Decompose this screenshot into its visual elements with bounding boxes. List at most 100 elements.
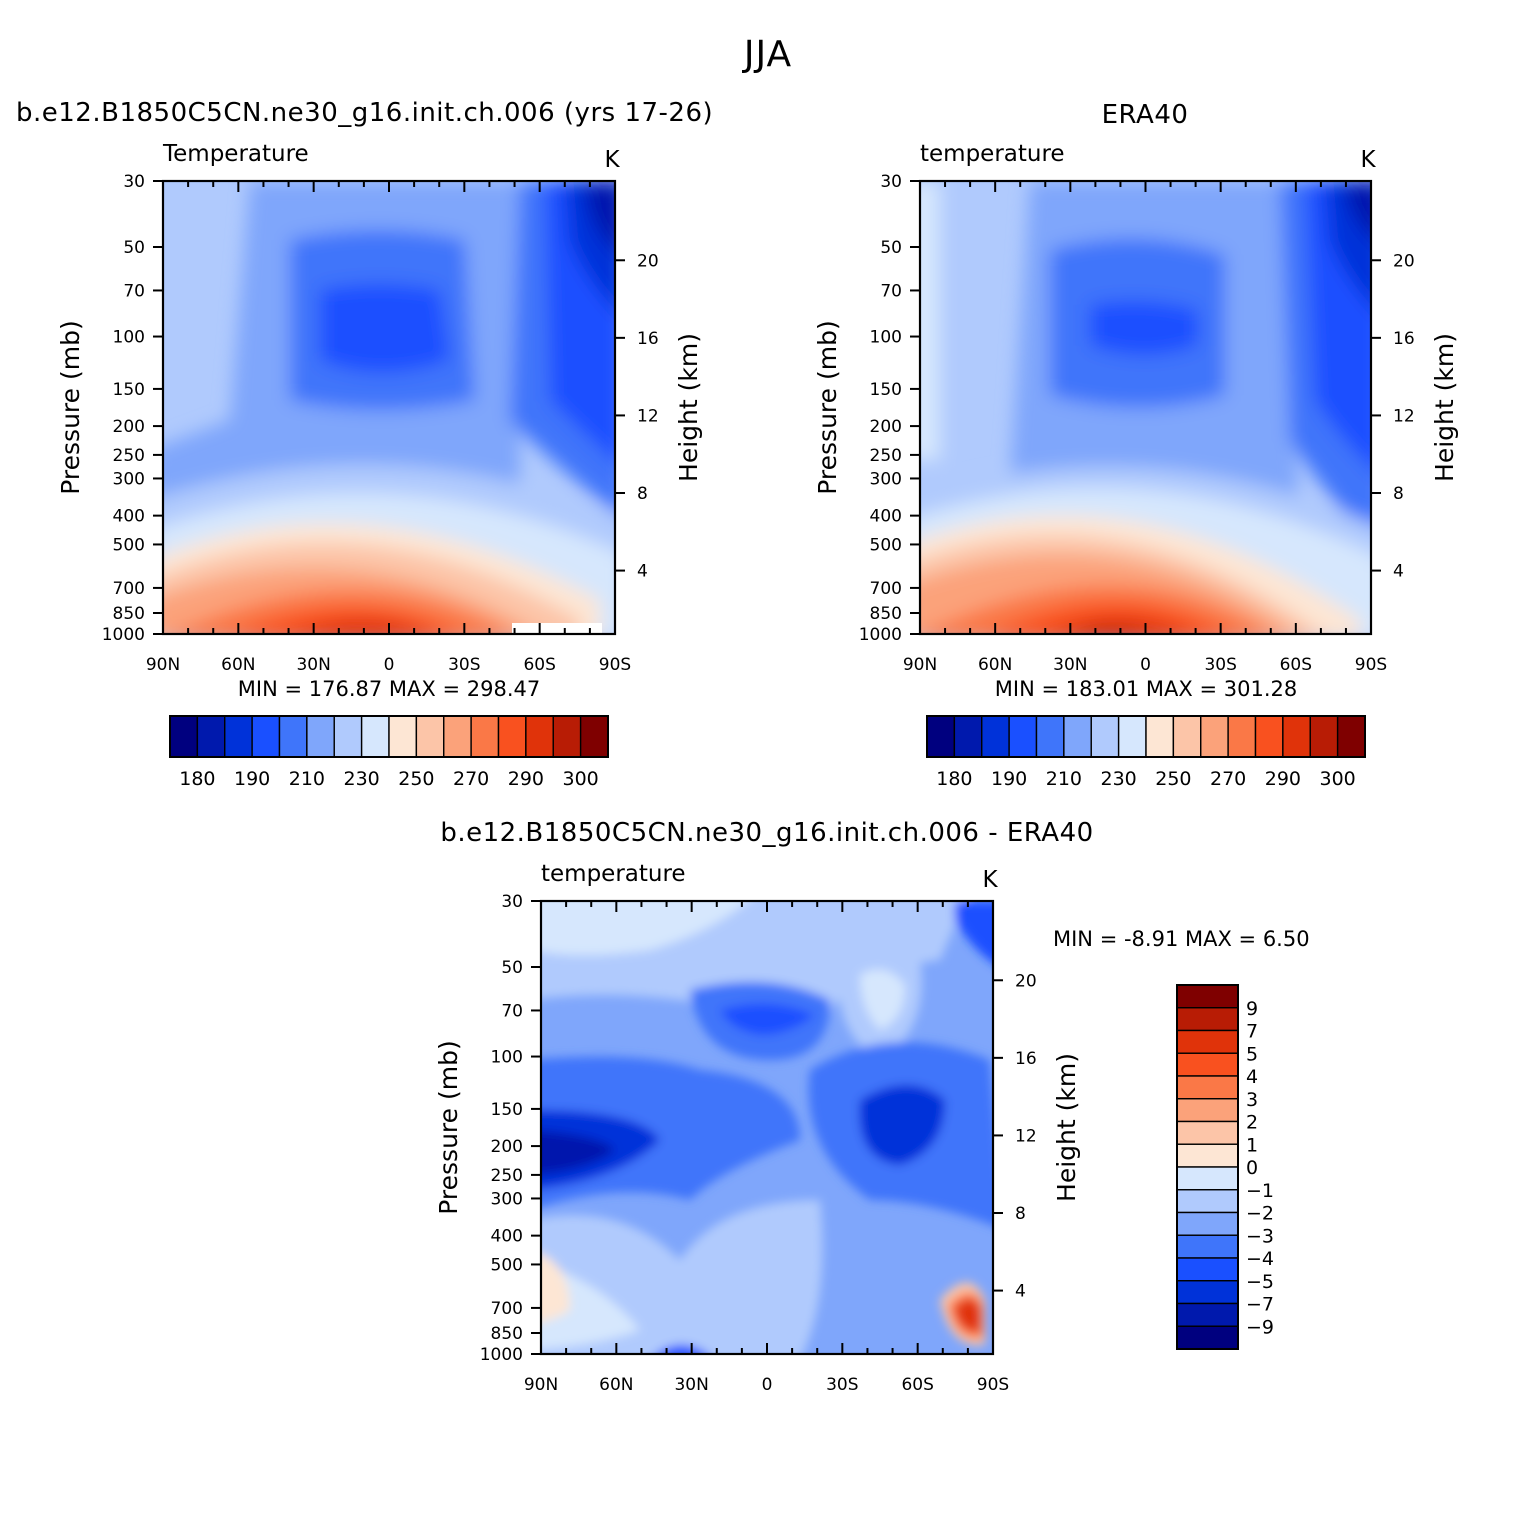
max-label: MAX =: [382, 677, 467, 701]
y-tick-label: 500: [113, 535, 145, 555]
colorbar-label: 290: [508, 768, 544, 790]
y-tick-label: 400: [113, 507, 145, 527]
colorbar-label: 210: [1046, 768, 1082, 790]
min-value: 176.87: [309, 677, 382, 701]
y-tick-label: 250: [113, 446, 145, 466]
colorbar-label: 190: [234, 768, 270, 790]
y-tick-label: 100: [491, 1048, 523, 1068]
y-tick-label: 70: [123, 281, 145, 301]
colorbar-swatch: [981, 715, 1010, 758]
x-tick-label: 60S: [1280, 655, 1312, 675]
x-tick-label: 90N: [903, 655, 937, 675]
colorbar-swatch: [1035, 715, 1065, 758]
colorbar-swatch: [1200, 715, 1229, 758]
colorbar-frame: [926, 715, 1366, 758]
colorbar-swatch: [443, 715, 472, 758]
colorbar-swatch: [926, 715, 956, 758]
colorbar-swatch: [1176, 1211, 1239, 1236]
y-tick-label: 500: [870, 535, 902, 555]
colorbar-label: −7: [1246, 1294, 1274, 1316]
units-label: K: [982, 867, 998, 893]
colorbar-label: 4: [1246, 1066, 1258, 1088]
x-tick-label: 30S: [826, 1375, 858, 1395]
field-band-250-edge: [920, 181, 940, 460]
y2-tick-label: 16: [1015, 1049, 1037, 1069]
colorbar-swatch: [278, 715, 308, 758]
colorbar-label: 2: [1246, 1112, 1258, 1134]
y-axis-label: Pressure (mb): [56, 320, 85, 494]
colorbar-label: 270: [453, 768, 489, 790]
x-tick-label: 60N: [221, 655, 255, 675]
colorbar-label: 230: [343, 768, 379, 790]
y2-axis-label: Height (km): [1430, 333, 1459, 482]
x-tick-label: 60N: [978, 655, 1012, 675]
colorbar-label: −2: [1246, 1203, 1274, 1225]
min-label: MIN =: [1053, 927, 1124, 951]
panel-title-model: b.e12.B1850C5CN.ne30_g16.init.ch.006 (yr…: [16, 98, 714, 128]
colorbar-label: −1: [1246, 1180, 1274, 1202]
colorbar-label: 300: [562, 768, 598, 790]
x-tick-label: 30S: [448, 655, 480, 675]
y2-tick-label: 20: [1015, 971, 1037, 991]
colorbar-swatch: [1176, 1007, 1239, 1032]
colorbar-swatch: [1176, 1280, 1239, 1305]
field-band-295: [294, 620, 429, 634]
y-tick-label: 250: [870, 446, 902, 466]
colorbar-label: 7: [1246, 1021, 1258, 1043]
y-tick-label: 850: [113, 604, 145, 624]
x-tick-label: 90S: [1355, 655, 1387, 675]
x-tick-label: 0: [762, 1375, 773, 1395]
colorbar-swatch: [1176, 984, 1239, 1009]
colorbar-swatch: [1176, 1029, 1239, 1054]
axes-panel-1: 90N 60N 30N 0 30S 60S 90S 30 50 70 100 150 200 250 300…: [813, 141, 1459, 701]
colorbar-swatch: [169, 715, 199, 758]
colorbar-label: −3: [1246, 1225, 1274, 1247]
colorbar-swatch: [251, 715, 281, 758]
y-tick-label: 1000: [859, 625, 902, 645]
colorbar-swatch: [1063, 715, 1092, 758]
y-tick-label: 400: [491, 1227, 523, 1247]
min-value: -8.91: [1124, 927, 1178, 951]
colorbar-swatch: [1309, 715, 1339, 758]
y-tick-label: 150: [113, 380, 145, 400]
colorbar-label: 1: [1246, 1134, 1258, 1156]
y2-tick-label: 12: [637, 406, 659, 426]
field-band-polar-180: [585, 181, 615, 251]
units-label: K: [604, 147, 620, 173]
field-band-lower-1: [541, 1254, 570, 1323]
colorbar-panel-1: 180 190 210 230 250 270 290 300: [926, 715, 1366, 790]
y2-tick-label: 4: [637, 562, 648, 582]
colorbar-swatch: [953, 715, 983, 758]
colorbar-frame: [1176, 984, 1239, 1350]
colorbar-swatch: [306, 715, 335, 758]
x-tick-label: 90N: [524, 1375, 558, 1395]
colorbar-label: 210: [289, 768, 325, 790]
colorbar-swatch: [1176, 1143, 1239, 1168]
y-tick-label: 300: [870, 469, 902, 489]
y-tick-label: 150: [491, 1100, 523, 1120]
x-tick-label: 30N: [674, 1375, 708, 1395]
x-tick-label: 90S: [977, 1375, 1009, 1395]
colorbar-label: 250: [1155, 768, 1191, 790]
y2-tick-label: 20: [637, 251, 659, 271]
colorbar-swatch: [1176, 1166, 1239, 1191]
colorbar-swatch: [1282, 715, 1311, 758]
min-max-readout: MIN = 183.01 MAX = 301.28: [995, 677, 1297, 701]
colorbar-label: 180: [179, 768, 215, 790]
field-band-210: [1090, 301, 1198, 355]
colorbar-swatch: [579, 715, 609, 758]
x-tick-label: 30N: [1053, 655, 1087, 675]
y2-tick-label: 4: [1393, 562, 1404, 582]
field-band-minus4-upper: [720, 1003, 815, 1035]
colorbar-label: 5: [1246, 1043, 1258, 1065]
colorbars-layer: 180 190 210 230 250 270 290 300 180 190 210 230 250 2…: [169, 715, 1366, 1350]
colorbar-swatch: [525, 715, 554, 758]
units-label: K: [1360, 147, 1376, 173]
colorbar-swatch: [196, 715, 226, 758]
min-value: 183.01: [1066, 677, 1139, 701]
y-tick-label: 150: [870, 380, 902, 400]
y-tick-label: 100: [113, 328, 145, 348]
x-tick-label: 60S: [901, 1375, 933, 1395]
panel-title-difference: b.e12.B1850C5CN.ne30_g16.init.ch.006 - E…: [440, 818, 1094, 848]
